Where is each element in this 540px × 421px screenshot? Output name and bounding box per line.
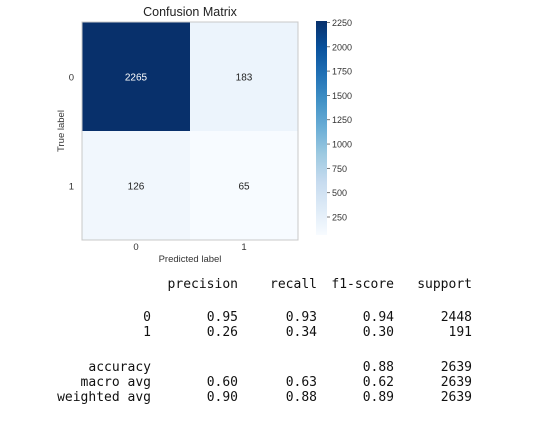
report-value: 191	[448, 325, 472, 340]
report-value: 0.94	[362, 310, 394, 325]
report-value: 2639	[440, 360, 472, 375]
report-value: 0.60	[206, 375, 238, 390]
colorbar-tick-label: 2000	[332, 42, 352, 52]
report-header-recall: recall	[270, 277, 317, 292]
x-axis-label: Predicted label	[159, 254, 222, 265]
report-value: 0.93	[285, 310, 317, 325]
colorbar	[316, 21, 327, 235]
report-row-label: 1	[143, 325, 151, 340]
matrix-cell	[190, 131, 298, 240]
matrix-cell	[82, 131, 190, 240]
report-value: 2448	[440, 310, 472, 325]
report-value: 2639	[440, 375, 472, 390]
report-value: 0.34	[285, 325, 317, 340]
report-header-f1-score: f1-score	[331, 277, 394, 292]
x-tick-label: 1	[241, 242, 246, 253]
report-value: 0.95	[206, 310, 238, 325]
report-row-label: 0	[143, 310, 151, 325]
y-tick-label: 1	[69, 182, 74, 193]
report-summary-label: macro avg	[80, 375, 151, 390]
cell-value-label: 2265	[125, 73, 148, 84]
x-tick-label: 0	[133, 242, 138, 253]
cell-value-label: 65	[238, 182, 250, 193]
report-value: 0.88	[362, 360, 394, 375]
colorbar-tick-label: 750	[332, 164, 347, 174]
y-tick-label: 0	[69, 73, 74, 84]
report-value: 0.88	[285, 390, 317, 405]
cell-value-label: 183	[236, 73, 253, 84]
colorbar-tick-label: 250	[332, 213, 347, 223]
cell-value-label: 126	[128, 182, 145, 193]
matrix-cell	[82, 22, 190, 131]
colorbar-tick-label: 1500	[332, 91, 352, 101]
colorbar-tick-label: 2250	[332, 18, 352, 28]
report-value: 0.30	[362, 325, 394, 340]
report-summary-label: weighted avg	[57, 390, 151, 405]
chart-title: Confusion Matrix	[143, 5, 238, 19]
y-axis-label: True label	[56, 110, 67, 152]
report-value: 0.62	[362, 375, 394, 390]
report-header-support: support	[417, 277, 472, 292]
report-value: 0.90	[206, 390, 238, 405]
colorbar-tick-label: 500	[332, 188, 347, 198]
colorbar-tick-label: 1750	[332, 67, 352, 77]
report-value: 0.63	[285, 375, 317, 390]
report-header-precision: precision	[167, 277, 238, 292]
matrix-cell	[190, 22, 298, 131]
report-summary-label: accuracy	[88, 360, 151, 375]
report-value: 0.89	[362, 390, 394, 405]
report-value: 0.26	[206, 325, 238, 340]
plot-frame	[81, 21, 299, 241]
colorbar-tick-label: 1250	[332, 115, 352, 125]
confusion-matrix-chart: Confusion Matrix 2265 183 126 65 0 1 0 1 Predi…	[56, 5, 352, 265]
colorbar-tick-label: 1000	[332, 140, 352, 150]
report-value: 2639	[440, 390, 472, 405]
